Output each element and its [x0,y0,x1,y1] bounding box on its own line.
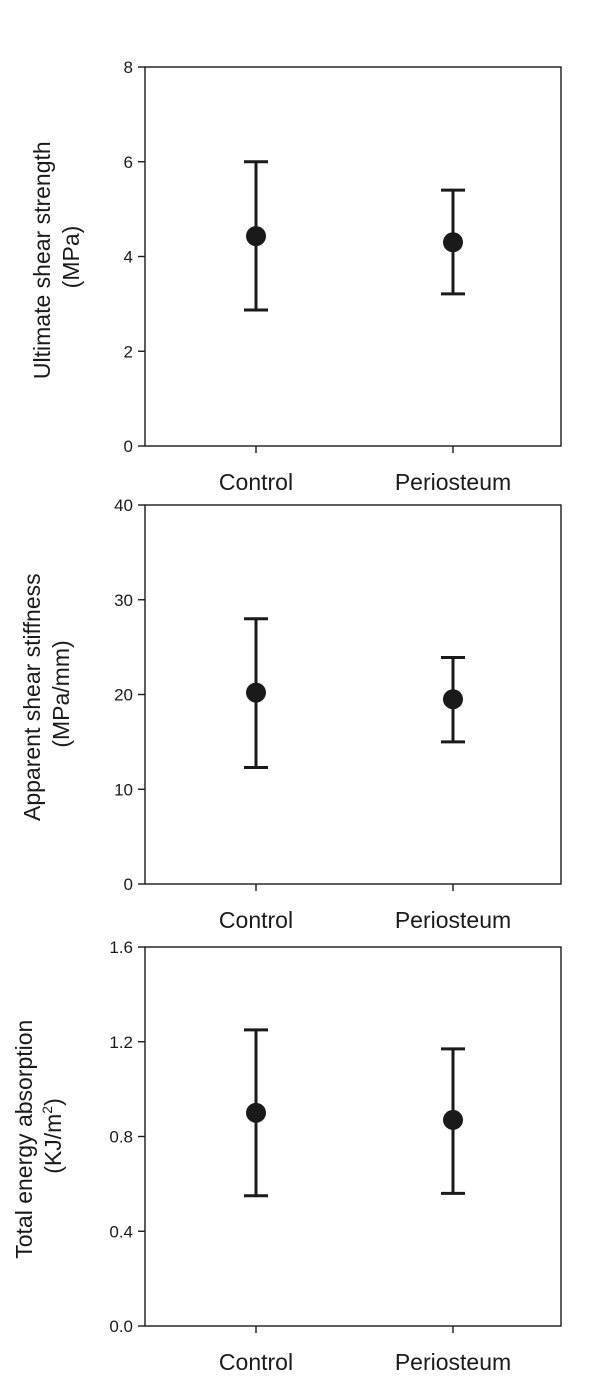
y-tick-label: 4 [124,248,133,267]
plot-marks: 0 10 20 30 40 [114,496,465,894]
y-axis-label: Apparent shear stiffness (MPa/mm) [19,567,74,821]
y-tick-label: 20 [114,686,133,705]
y-axis-label-line1: Total energy absorption [11,1020,37,1259]
y-tick-label: 0 [124,875,133,894]
y-tick-label: 1.6 [109,938,133,957]
y-axis-label-line1: Apparent shear stiffness [19,573,45,821]
y-tick-label: 6 [124,153,133,172]
y-tick-label: 0 [124,437,133,456]
y-tick-label: 1.2 [109,1033,133,1052]
x-tick-label-periosteum: Periosteum [395,1349,511,1375]
y-tick-label: 40 [114,496,133,515]
y-axis-label-line1: Ultimate shear strength [29,141,55,379]
panel-total-energy-absorption: Total energy absorption (KJ/m2) Control … [11,938,562,1375]
y-tick-label: 0.4 [109,1222,133,1241]
mean-point-control [246,226,266,247]
y-axis-label-close: ) [40,1098,66,1106]
y-tick-label: 0.8 [109,1128,133,1147]
x-tick-label-periosteum: Periosteum [395,907,511,933]
x-tick-label-control: Control [219,469,293,495]
y-tick-label: 10 [114,780,133,799]
plot-frame [144,66,562,447]
y-tick-label: 2 [124,342,133,361]
y-axis-label-line2: (MPa) [58,226,84,289]
plot-frame [144,946,562,1327]
plot-frame [144,504,562,885]
y-axis-label-superscript: 2 [39,1106,55,1114]
panel-ultimate-shear-strength: Ultimate shear strength (MPa) Control Pe… [29,58,562,495]
mean-point-control [246,682,266,703]
mean-point-control [246,1102,266,1123]
mean-point-periosteum [443,689,463,710]
y-tick-label: 0.0 [109,1317,133,1336]
panel-apparent-shear-stiffness: Apparent shear stiffness (MPa/mm) Contro… [19,496,562,933]
y-axis-label-line2: (KJ/m [40,1114,66,1174]
mean-point-periosteum [443,1109,463,1130]
y-axis-label-line2: (MPa/mm) [48,640,74,747]
plot-marks: 0 2 4 6 8 [124,58,465,456]
y-tick-label: 8 [124,58,133,77]
y-axis-label: Ultimate shear strength (MPa) [29,135,84,379]
plot-marks: 0.0 0.4 0.8 1.2 1.6 [109,938,465,1336]
x-tick-label-control: Control [219,1349,293,1375]
mean-point-periosteum [443,232,463,253]
y-axis-label: Total energy absorption (KJ/m2) [11,1013,66,1259]
y-tick-label: 30 [114,591,133,610]
x-tick-label-control: Control [219,907,293,933]
x-tick-label-periosteum: Periosteum [395,469,511,495]
